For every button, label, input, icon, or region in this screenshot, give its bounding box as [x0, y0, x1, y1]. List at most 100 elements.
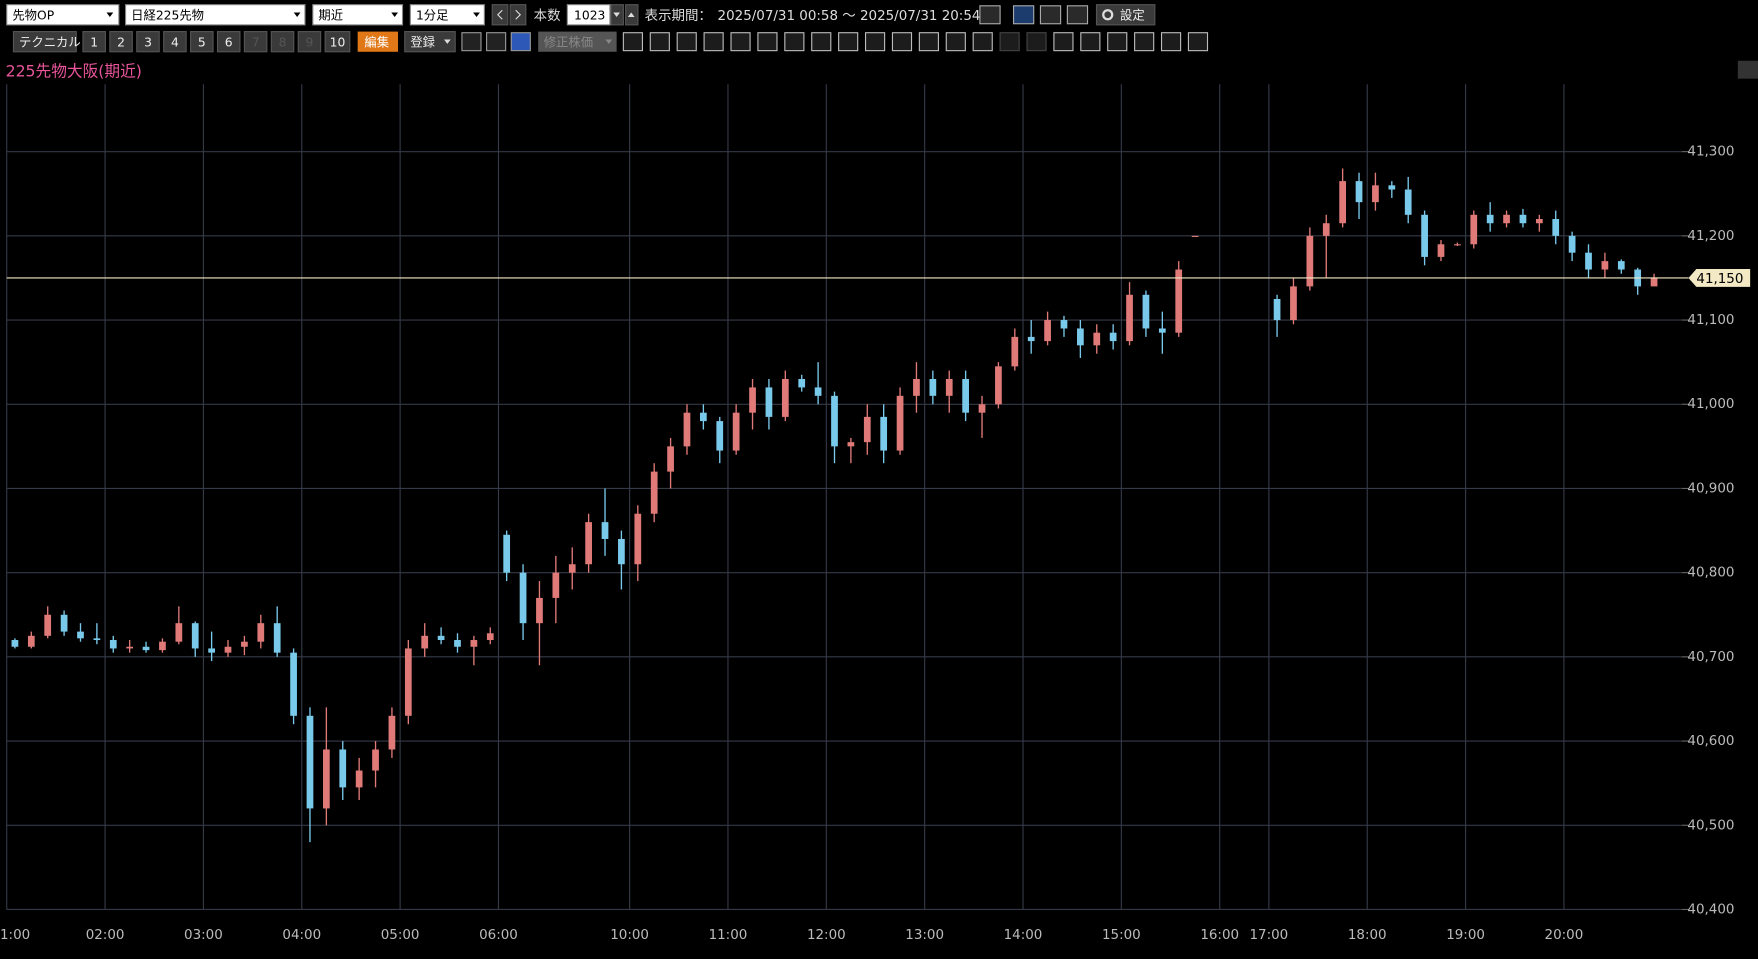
preset-button[interactable]	[190, 31, 214, 53]
y-tick-label: 40,800	[1687, 566, 1734, 581]
candle-body	[208, 648, 215, 653]
drawing-tool-icon[interactable]	[945, 32, 966, 52]
y-tick-label: 41,000	[1687, 397, 1734, 412]
candle-body	[388, 715, 396, 750]
candle-body	[552, 572, 560, 598]
candle-body	[863, 416, 871, 443]
candle-body	[224, 646, 232, 653]
dropdown-arrow	[391, 12, 399, 18]
candle-body	[1486, 214, 1494, 224]
x-tick-label: 19:00	[1446, 928, 1485, 943]
x-tick-label: 11:00	[709, 928, 748, 943]
candle-body	[536, 597, 543, 624]
adjusted-text: 修正株価	[544, 34, 593, 49]
x-tick-label: 20:00	[1545, 928, 1584, 943]
drawing-tool-icon[interactable]	[972, 32, 993, 52]
candle-body	[1568, 235, 1576, 253]
drawing-tool-icon[interactable]	[1134, 32, 1155, 52]
candle-body	[273, 623, 281, 653]
drawing-tool-icon[interactable]	[811, 32, 832, 52]
preset-text: 3	[144, 35, 152, 49]
preset-button[interactable]	[163, 31, 187, 53]
contract-text: 期近	[318, 8, 343, 22]
preset-button[interactable]	[216, 31, 241, 53]
dropdown-arrow	[605, 39, 613, 44]
x-tick-label: 15:00	[1102, 928, 1141, 943]
preset-button[interactable]	[324, 31, 351, 53]
drawing-tool-icon[interactable]	[999, 32, 1020, 52]
drawing-tool-icon[interactable]	[1053, 32, 1074, 52]
candle-body	[60, 614, 68, 632]
candle-body	[781, 378, 789, 417]
preset-button[interactable]	[243, 31, 268, 53]
x-tick-label: 03:00	[184, 928, 223, 943]
drawing-tool-icon[interactable]	[1080, 32, 1101, 52]
preset-button[interactable]	[297, 31, 322, 53]
interval-select[interactable]	[409, 4, 485, 26]
candle-body	[1077, 328, 1084, 346]
preset-button[interactable]	[82, 31, 106, 53]
candle-body	[1175, 269, 1183, 333]
edit-text: 編集	[364, 34, 389, 49]
edit-button[interactable]	[357, 31, 399, 52]
technical-text: テクニカル	[19, 35, 81, 49]
drawing-tool-icon[interactable]	[784, 32, 805, 52]
drawing-tool-icon[interactable]	[1160, 32, 1182, 52]
drawing-tool-icon[interactable]	[730, 32, 751, 52]
drawing-tool-icon[interactable]	[1107, 32, 1128, 52]
candle-body	[306, 715, 314, 809]
x-tick-label: 16:00	[1200, 928, 1239, 943]
y-tick-label: 41,200	[1687, 229, 1734, 244]
technical-button[interactable]	[12, 31, 77, 53]
candle-body	[1535, 219, 1543, 224]
toolbar-icon[interactable]	[1066, 5, 1089, 25]
candle-body	[1306, 235, 1314, 287]
preset-button[interactable]	[109, 31, 133, 53]
next-button[interactable]	[509, 4, 527, 26]
drawing-tool-icon[interactable]	[1187, 32, 1209, 52]
drawing-tool-icon[interactable]	[838, 32, 859, 52]
count-input[interactable]	[566, 4, 611, 26]
symbol-select[interactable]	[125, 4, 306, 26]
adjusted-select[interactable]	[538, 31, 617, 52]
register-button[interactable]	[404, 31, 456, 53]
candle-body	[880, 416, 888, 451]
candle-body	[355, 770, 363, 788]
drawing-tool-icon[interactable]	[864, 32, 886, 52]
preset-button[interactable]	[270, 31, 295, 53]
toolbar-icon[interactable]	[1012, 5, 1035, 25]
candle-body	[1585, 252, 1592, 270]
drawing-tool-icon[interactable]	[649, 32, 670, 52]
toolbar-icon[interactable]	[1039, 5, 1062, 25]
prev-icon	[497, 9, 503, 20]
toolbar-icon[interactable]	[510, 32, 531, 52]
settings-button[interactable]	[1095, 4, 1156, 26]
toolbar-icon[interactable]	[486, 32, 507, 52]
panel-toggle[interactable]	[1737, 60, 1758, 79]
drawing-tool-icon[interactable]	[676, 32, 697, 52]
contract-select[interactable]	[312, 4, 404, 26]
dropdown-arrow	[443, 39, 451, 44]
candle-body	[1060, 320, 1068, 329]
x-tick-label: 12:00	[807, 928, 846, 943]
toolbar-icon[interactable]	[461, 32, 482, 52]
drawing-tool-icon[interactable]	[622, 32, 643, 52]
candle-body	[486, 633, 494, 641]
preset-button[interactable]	[136, 31, 160, 53]
next-icon	[515, 9, 522, 20]
preset-text: 5	[198, 35, 206, 49]
drawing-tool-icon[interactable]	[757, 32, 778, 52]
candle-body	[1601, 261, 1609, 270]
drawing-tool-icon[interactable]	[918, 32, 939, 52]
toolbar-icon[interactable]	[979, 5, 1001, 25]
prev-button[interactable]	[491, 4, 509, 26]
up-arrow	[627, 12, 635, 18]
candle-body	[1617, 261, 1625, 270]
drawing-tool-icon[interactable]	[703, 32, 724, 52]
market-select[interactable]	[6, 4, 120, 26]
candle-body	[1191, 235, 1199, 237]
drawing-tool-icon[interactable]	[891, 32, 913, 52]
drawing-tool-icon[interactable]	[1026, 32, 1047, 52]
candle-body	[519, 572, 527, 624]
